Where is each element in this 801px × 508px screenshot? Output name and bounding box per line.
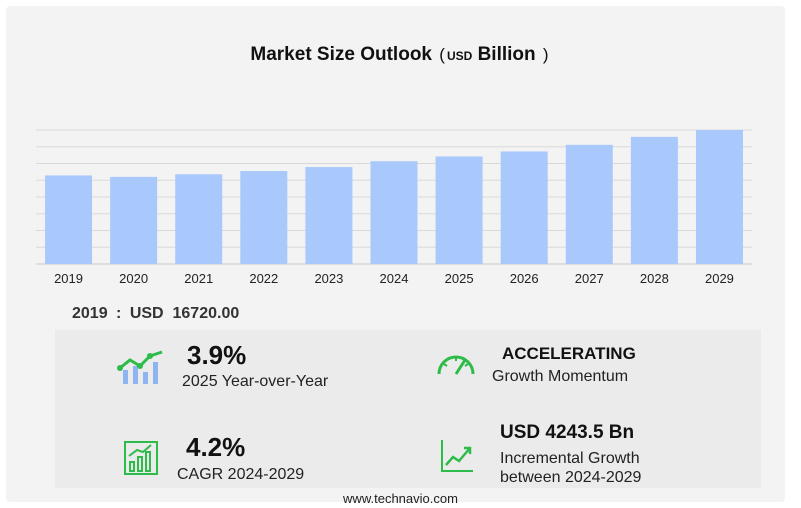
cagr-stat: 4.2%: [186, 432, 245, 463]
bar-2022: [240, 171, 288, 264]
bar-2024: [370, 161, 418, 264]
momentum-stat: ACCELERATING: [502, 344, 636, 364]
x-tick-label: 2020: [119, 271, 148, 286]
unit-scale: Billion: [477, 44, 536, 65]
unit-currency: USD: [446, 49, 473, 63]
x-tick-label: 2023: [314, 271, 343, 286]
cagr-label-wrap: CAGR 2024-2029: [177, 466, 304, 484]
x-tick-label: 2026: [510, 271, 539, 286]
x-tick-label: 2019: [54, 271, 83, 286]
unit-open-paren: (: [439, 45, 445, 64]
x-tick-label: 2029: [705, 271, 734, 286]
bar-trend-icon: [117, 350, 163, 384]
bar-2025: [435, 156, 483, 264]
bar-2020: [110, 176, 158, 264]
bar-chart: 2019 2020 2021 2022 2023 2024 2025 2026 2027 2028…: [36, 129, 752, 286]
x-tick-label: 2025: [445, 271, 474, 286]
incremental-label-2: between 2024-2029: [500, 469, 642, 486]
bar-2026: [500, 151, 548, 264]
bar-growth-icon: [124, 441, 158, 475]
x-tick-label: 2022: [249, 271, 278, 286]
x-tick-label: 2021: [184, 271, 213, 286]
base-year: 2019: [72, 305, 108, 322]
x-tick-label: 2027: [575, 271, 604, 286]
base-amount: 16720.00: [172, 305, 240, 322]
base-currency: USD: [129, 305, 164, 322]
bar-2029: [695, 130, 743, 264]
bar-2028: [630, 136, 678, 264]
chart-title-text: Market Size Outlook: [250, 44, 432, 65]
bar-2021: [175, 174, 223, 264]
momentum-label: Growth Momentum: [492, 368, 629, 385]
incremental-value: USD 4243.5 Bn: [500, 422, 635, 443]
stats-panel: 3.9% 2025 Year-over-Year ACCELERATING Gr…: [55, 330, 761, 488]
unit-close-paren: ): [542, 45, 549, 64]
x-tick-label: 2024: [380, 271, 409, 286]
incremental-label-wrap: Incremental Growth between 2024-2029: [500, 450, 641, 487]
base-year-value: 2019 : USD 16720.00: [72, 305, 239, 323]
bar-2019: [45, 175, 93, 264]
incremental-label-1: Incremental Growth: [500, 450, 640, 467]
yoy-label: 2025 Year-over-Year: [182, 373, 329, 390]
base-separator: :: [116, 305, 122, 322]
chart-title: Market Size Outlook (USD Billion ): [0, 44, 801, 66]
momentum-label-wrap: Growth Momentum: [492, 368, 628, 386]
yoy-stat: 3.9%: [187, 340, 246, 371]
x-tick-label: 2028: [640, 271, 669, 286]
incremental-stat: USD 4243.5 Bn: [500, 422, 634, 444]
cagr-value: 4.2%: [186, 432, 246, 462]
footer-url: www.technavio.com: [343, 491, 458, 506]
line-growth-icon: [441, 440, 473, 472]
momentum-value: ACCELERATING: [502, 344, 636, 363]
bar-2027: [565, 144, 613, 264]
speedometer-icon: [437, 355, 475, 375]
yoy-label-wrap: 2025 Year-over-Year: [182, 373, 328, 391]
cagr-label: CAGR 2024-2029: [177, 466, 305, 483]
bar-2023: [305, 167, 353, 264]
yoy-value: 3.9%: [187, 340, 247, 370]
